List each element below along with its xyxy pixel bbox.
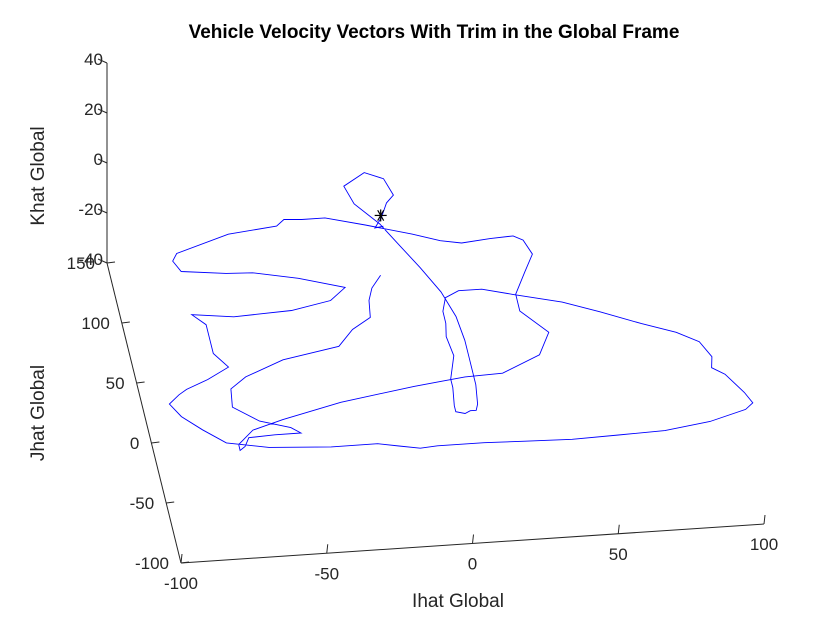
y-tick-mark (166, 501, 175, 504)
x-tick-mark (180, 553, 183, 564)
y-tick-mark (121, 321, 130, 324)
x-tick-mark (617, 524, 620, 534)
y-axis-label: Jhat Global (28, 365, 49, 461)
z-tick-mark (97, 108, 108, 114)
y-tick-mark (180, 561, 190, 564)
x-tick-label: -50 (314, 564, 339, 583)
y-tick-label: -50 (130, 494, 155, 513)
z-tick-label: -40 (78, 250, 103, 269)
y-axis-line (106, 262, 182, 564)
x-axis-label: Ihat Global (412, 591, 504, 612)
y-tick-label: 0 (130, 434, 139, 453)
axes-group: -100 -50 0 50 100 -100 -50 0 50 100 150-40 -20 0 20 40 (67, 50, 779, 593)
x-tick-mark (472, 534, 474, 544)
z-tick-mark (97, 158, 108, 164)
z-tick-label: 0 (94, 150, 103, 169)
x-tick-label: -100 (164, 574, 198, 593)
z-tick-label: -20 (78, 200, 103, 219)
y-tick-label: 150 (67, 254, 95, 273)
start-marker (374, 209, 387, 222)
z-axis-label: Khat Global (28, 126, 49, 225)
trajectory-line (168, 172, 754, 452)
z-tick-mark (97, 258, 108, 264)
z-tick-mark (97, 58, 108, 64)
chart-title: Vehicle Velocity Vectors With Trim in th… (189, 22, 680, 43)
x-tick-label: 50 (609, 545, 628, 564)
y-tick-mark (136, 381, 145, 384)
y-tick-label: 100 (81, 314, 109, 333)
plot-area (168, 172, 754, 452)
x-tick-label: 100 (750, 535, 778, 554)
x-tick-mark (326, 544, 329, 554)
x-tick-label: 0 (468, 555, 477, 574)
z-tick-label: 40 (84, 50, 103, 69)
x-tick-mark (763, 514, 766, 525)
y-tick-mark (151, 441, 160, 444)
y-tick-label: 50 (106, 374, 125, 393)
z-tick-mark (97, 208, 108, 214)
y-tick-mark (106, 261, 116, 264)
z-tick-label: 20 (84, 100, 103, 119)
y-tick-label: -100 (135, 554, 169, 573)
